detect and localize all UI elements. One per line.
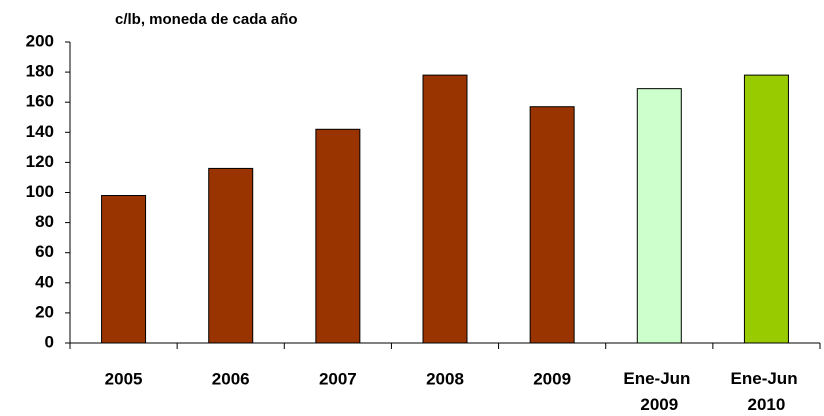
x-tick-label: 2008 bbox=[426, 369, 464, 388]
y-tick-label: 160 bbox=[26, 92, 54, 111]
y-tick-label: 120 bbox=[26, 152, 54, 171]
bar bbox=[208, 167, 254, 344]
x-tick-label: 2007 bbox=[319, 369, 357, 388]
y-tick-label: 40 bbox=[35, 272, 54, 291]
y-tick-label: 80 bbox=[35, 212, 54, 231]
y-tick-label: 180 bbox=[26, 62, 54, 81]
x-tick-label: Ene-Jun 2009 bbox=[623, 369, 695, 414]
bar bbox=[743, 74, 789, 344]
x-tick-label: 2005 bbox=[105, 369, 143, 388]
y-tick-label: 20 bbox=[35, 302, 54, 321]
y-tick-label: 100 bbox=[26, 182, 54, 201]
y-tick-label: 200 bbox=[26, 31, 54, 50]
y-tick-label: 60 bbox=[35, 242, 54, 261]
x-tick-label: Ene-Jun 2010 bbox=[731, 369, 803, 414]
bar bbox=[422, 74, 468, 344]
bar bbox=[101, 195, 147, 344]
x-tick-label: 2009 bbox=[533, 369, 571, 388]
bar bbox=[529, 106, 575, 344]
y-tick-label: 140 bbox=[26, 122, 54, 141]
bar bbox=[315, 128, 361, 344]
x-tick-label: 2006 bbox=[212, 369, 250, 388]
chart-title: c/lb, moneda de cada año bbox=[115, 11, 298, 28]
y-tick-label: 0 bbox=[45, 332, 54, 351]
bar bbox=[636, 88, 682, 344]
